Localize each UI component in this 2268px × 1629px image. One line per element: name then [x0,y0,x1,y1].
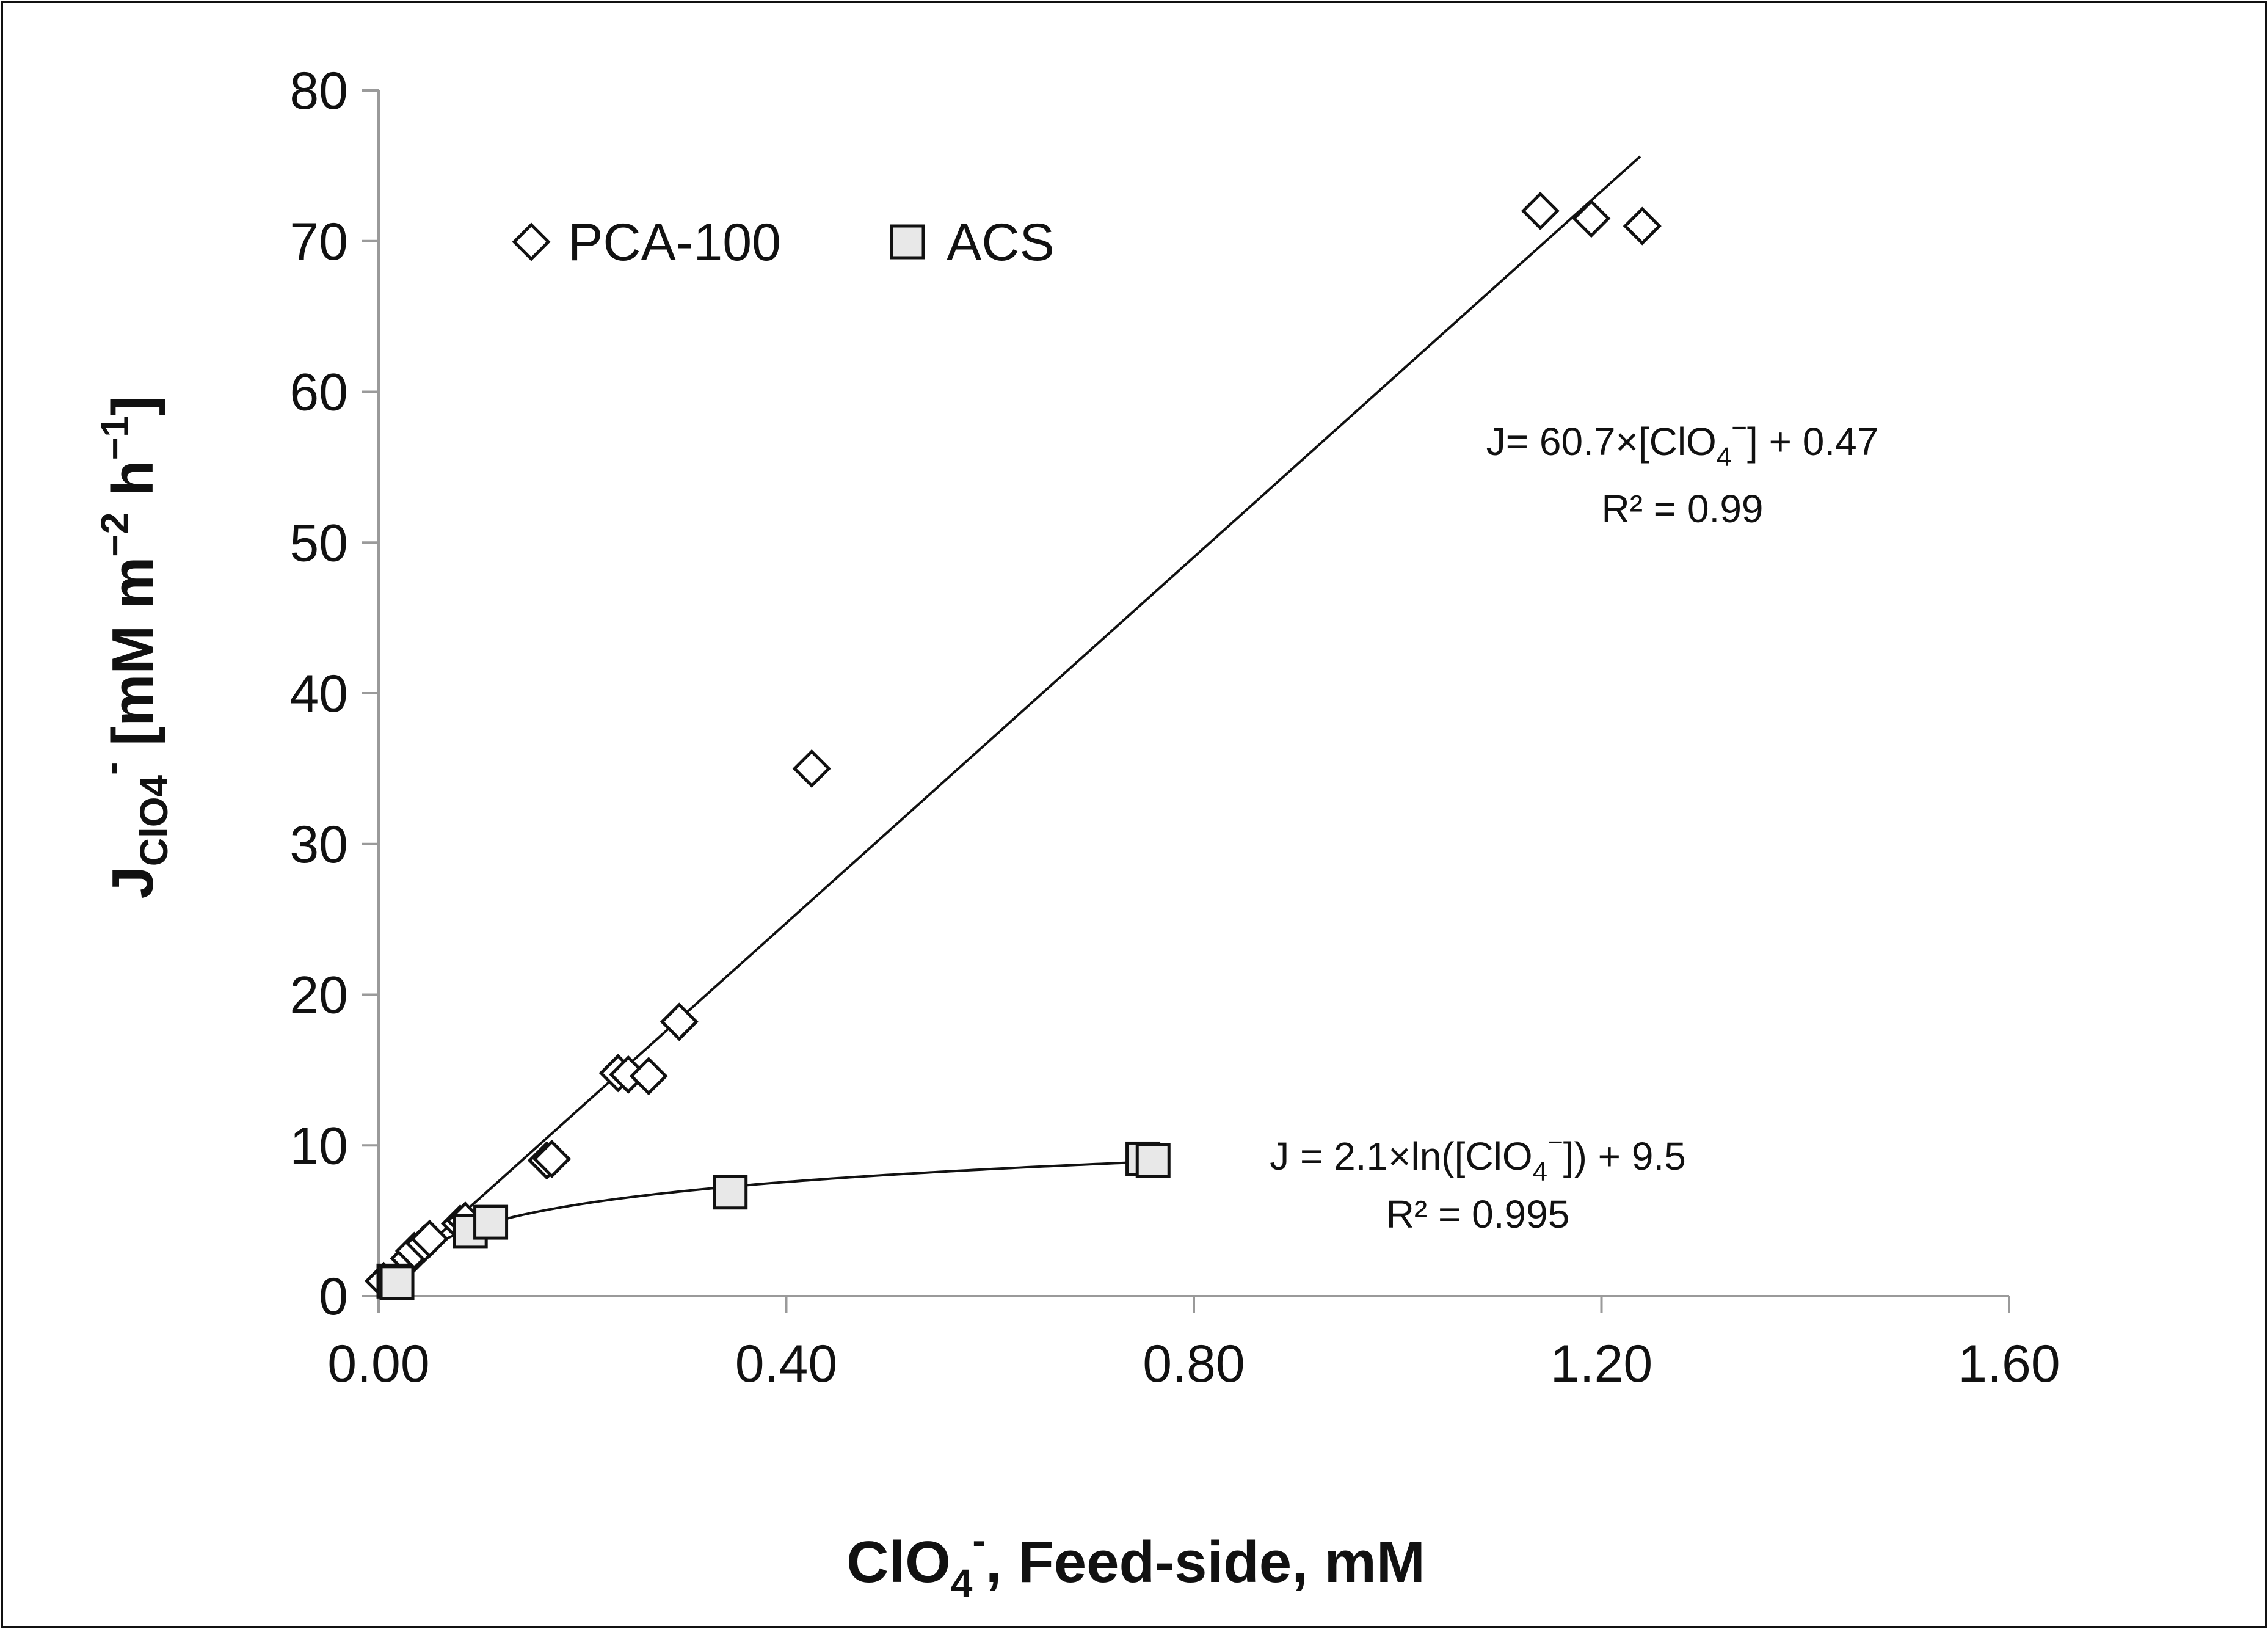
pca100-point [410,1219,449,1258]
legend-entry-acs: ACS [890,213,1055,272]
legend: PCA-100 ACS [512,213,1055,272]
pca100-point [532,1139,572,1178]
legend-entry-pca100: PCA-100 [512,213,781,272]
y-tick-label: 40 [289,665,348,723]
x-tick-label: 0.80 [1143,1335,1245,1393]
trendlines [383,155,1641,1294]
pca100-point [1521,191,1560,230]
x-tick-label: 1.60 [1958,1335,2060,1393]
y-axis-ticks: 0 10 20 30 40 50 60 70 80 [289,62,379,1326]
acs-point [473,1204,509,1240]
y-tick-label: 80 [289,62,348,120]
pca100-point [792,749,831,788]
legend-label-pca100: PCA-100 [568,213,781,272]
acs-point [379,1265,415,1300]
y-tick-label: 10 [289,1117,348,1175]
pca100-equation: J= 60.7×[ClO4−] + 0.47 [1486,413,1879,472]
legend-square-marker [890,224,925,260]
acs-r-squared: R² = 0.995 [1386,1192,1570,1236]
x-axis-ticks: 0.00 0.40 0.80 1.20 1.60 [327,1296,2060,1393]
x-tick-label: 0.40 [735,1335,837,1393]
legend-label-acs: ACS [947,213,1055,272]
y-tick-label: 30 [289,815,348,874]
acs-point [1135,1143,1171,1178]
y-tick-label: 20 [289,966,348,1025]
y-tick-label: 0 [319,1267,348,1326]
y-tick-label: 50 [289,514,348,572]
pca100-point [629,1057,668,1096]
y-tick-label: 70 [289,213,348,271]
legend-diamond-marker [512,222,551,261]
pca100-linear-trendline [383,155,1641,1286]
pca100-point [660,1002,699,1041]
y-tick-label: 60 [289,363,348,422]
x-tick-label: 0.00 [327,1335,429,1393]
data-points [364,191,1662,1300]
acs-fit-annotation: J = 2.1×ln([ClO4−]) + 9.5 R² = 0.995 [1270,1128,1686,1236]
x-axis-title: ClO4-, Feed-side, mM [846,1518,1425,1605]
acs-equation: J = 2.1×ln([ClO4−]) + 9.5 [1270,1128,1686,1187]
pca100-point [1572,199,1611,238]
acs-log-trendline [390,1161,1148,1294]
y-axis-title: JClO4- [mM m−2 h−1] [89,396,176,898]
pca100-r-squared: R² = 0.99 [1601,487,1763,531]
pca100-point [1623,206,1662,246]
acs-point [713,1175,748,1210]
x-tick-label: 1.20 [1550,1335,1652,1393]
pca100-fit-annotation: J= 60.7×[ClO4−] + 0.47 R² = 0.99 [1486,413,1879,531]
